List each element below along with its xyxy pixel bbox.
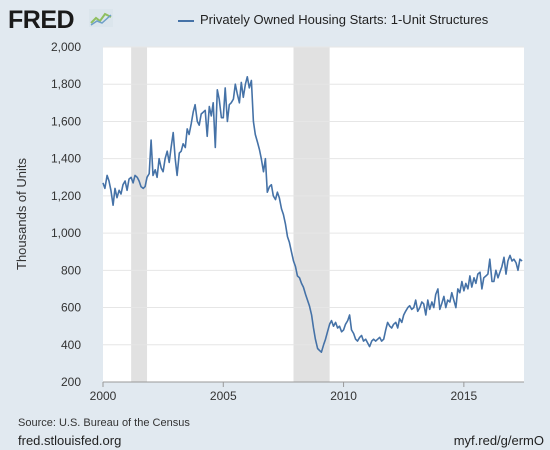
y-tick-label: 400 — [61, 338, 81, 352]
y-tick-label: 200 — [61, 375, 81, 389]
y-tick-label: 2,000 — [51, 40, 81, 54]
legend-swatch — [178, 19, 194, 22]
recession-band — [293, 47, 330, 382]
site-url: fred.stlouisfed.org — [18, 433, 122, 448]
y-tick-label: 800 — [61, 263, 81, 277]
y-tick-label: 1,800 — [51, 77, 81, 91]
x-tick-label: 2005 — [210, 389, 237, 403]
y-axis-label: Thousands of Units — [14, 158, 29, 271]
fred-chart-logo-icon — [89, 9, 113, 27]
fred-logo: FRED — [8, 6, 75, 34]
y-tick-label: 1,600 — [51, 114, 81, 128]
recession-band — [131, 47, 148, 382]
short-url: myf.red/g/ermO — [453, 433, 544, 448]
series-line — [102, 76, 523, 354]
y-tick-label: 1,400 — [51, 152, 81, 166]
y-tick-label: 1,000 — [51, 226, 81, 240]
chart-legend: Privately Owned Housing Starts: 1-Unit S… — [178, 12, 488, 27]
y-tick-label: 1,200 — [51, 189, 81, 203]
source-note: Source: U.S. Bureau of the Census — [18, 417, 190, 429]
x-tick-label: 2015 — [451, 389, 478, 403]
x-tick-label: 2010 — [330, 389, 357, 403]
x-tick-label: 2000 — [90, 389, 117, 403]
legend-label: Privately Owned Housing Starts: 1-Unit S… — [200, 12, 489, 27]
y-tick-label: 600 — [61, 301, 81, 315]
